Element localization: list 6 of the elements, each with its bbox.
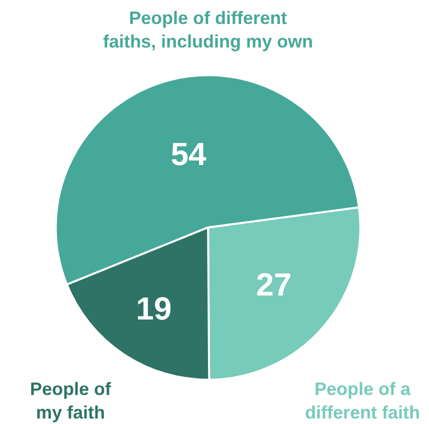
slice-label: People of different faiths, including my own	[103, 8, 314, 52]
slice-label: People of a different faith	[305, 379, 420, 422]
slice-label: People of my faith	[30, 379, 112, 422]
data-label: 27	[256, 266, 292, 303]
data-label: 19	[136, 290, 172, 326]
data-label: 54	[170, 136, 207, 172]
